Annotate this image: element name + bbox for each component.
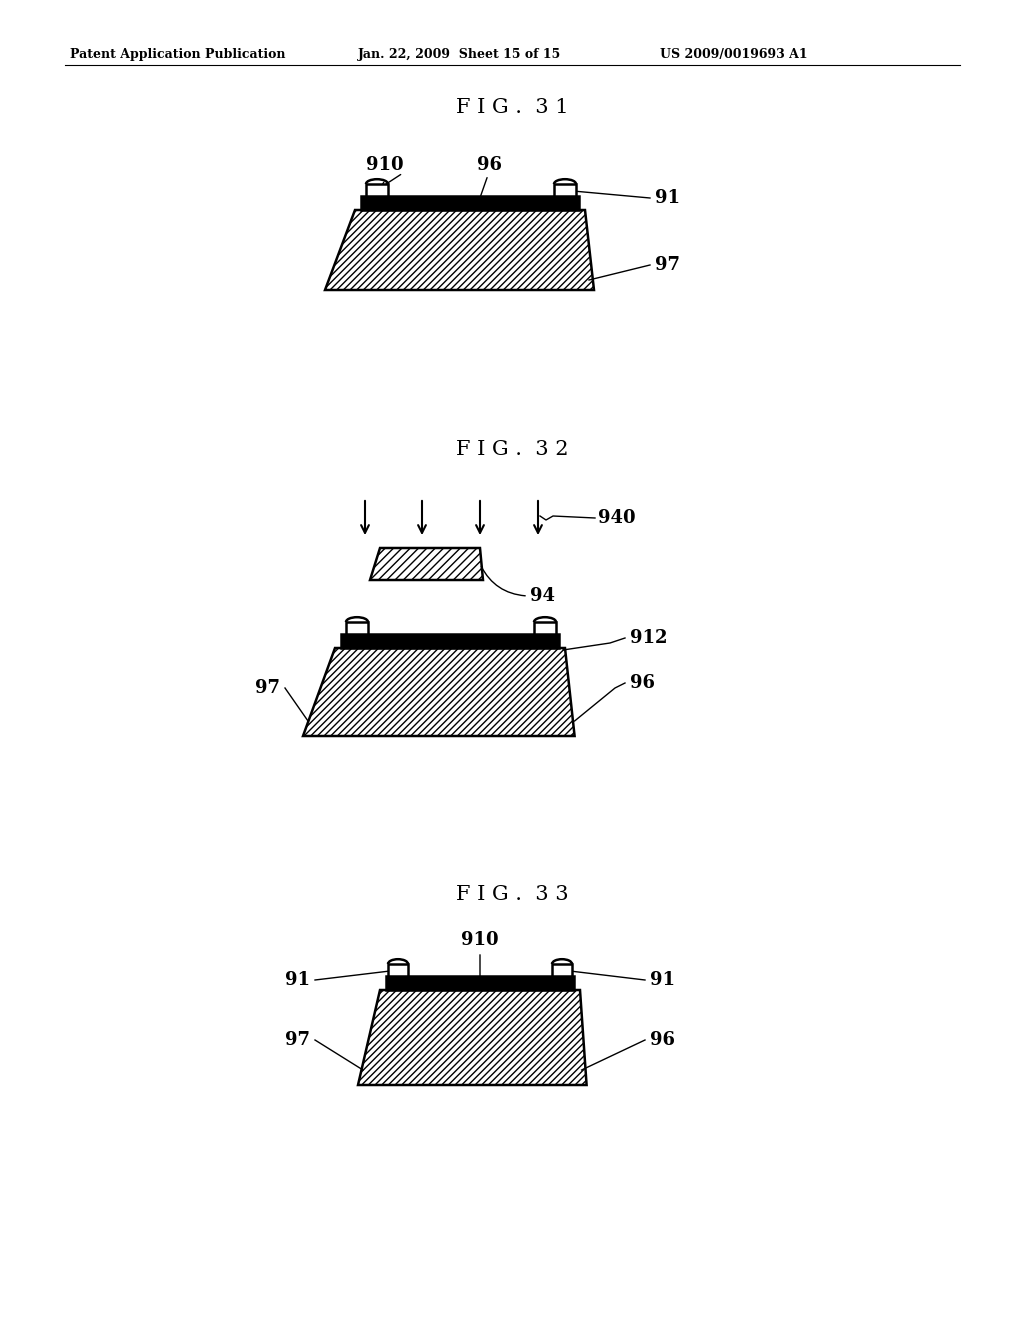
Text: F I G .  3 1: F I G . 3 1: [456, 98, 568, 117]
Text: 910: 910: [367, 156, 403, 174]
Text: 91: 91: [650, 972, 675, 989]
Text: US 2009/0019693 A1: US 2009/0019693 A1: [660, 48, 808, 61]
Text: F I G .  3 2: F I G . 3 2: [456, 440, 568, 459]
Polygon shape: [386, 975, 574, 990]
Text: 94: 94: [530, 587, 555, 605]
Text: 940: 940: [598, 510, 636, 527]
Text: 910: 910: [461, 931, 499, 949]
Text: 97: 97: [285, 1031, 310, 1049]
Polygon shape: [303, 648, 574, 737]
Text: 912: 912: [630, 630, 668, 647]
Polygon shape: [366, 183, 388, 195]
Polygon shape: [358, 990, 587, 1085]
Text: Patent Application Publication: Patent Application Publication: [70, 48, 286, 61]
Polygon shape: [388, 964, 408, 975]
Polygon shape: [552, 964, 572, 975]
Text: F I G .  3 3: F I G . 3 3: [456, 884, 568, 904]
Text: 96: 96: [630, 675, 655, 692]
Text: 91: 91: [655, 189, 680, 207]
Polygon shape: [370, 548, 483, 579]
Polygon shape: [554, 183, 575, 195]
Text: 96: 96: [650, 1031, 675, 1049]
Polygon shape: [534, 622, 556, 634]
Polygon shape: [346, 622, 368, 634]
Text: 96: 96: [477, 156, 503, 174]
Polygon shape: [325, 210, 594, 290]
Text: 97: 97: [655, 256, 680, 275]
Text: Jan. 22, 2009  Sheet 15 of 15: Jan. 22, 2009 Sheet 15 of 15: [358, 48, 561, 61]
Polygon shape: [341, 634, 559, 648]
Text: 97: 97: [255, 678, 280, 697]
Text: 91: 91: [285, 972, 310, 989]
Polygon shape: [361, 195, 579, 210]
